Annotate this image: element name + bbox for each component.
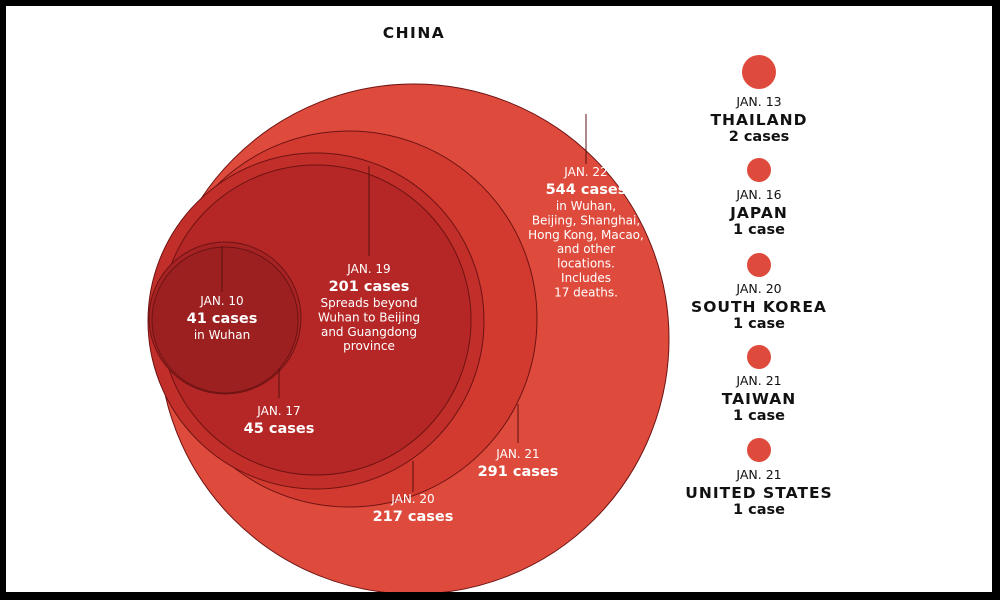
label-217-cases: JAN. 20 217 cases xyxy=(373,492,454,525)
country-name: JAPAN xyxy=(729,204,788,222)
country-date: JAN. 21 xyxy=(735,373,781,388)
country-count: 2 cases xyxy=(729,129,790,145)
country-name: THAILAND xyxy=(710,111,807,129)
chart-frame: JAN. 22 544 cases in Wuhan, Beijing, Shangh… xyxy=(6,6,992,592)
bubble-41-cases xyxy=(151,246,299,394)
label-note: 17 deaths. xyxy=(554,285,618,299)
chart-title: CHINA xyxy=(383,24,446,42)
label-note: in Wuhan, xyxy=(556,199,616,213)
country-count: 1 case xyxy=(733,316,785,332)
label-note: locations. xyxy=(557,257,615,271)
label-291-cases: JAN. 21 291 cases xyxy=(478,447,559,480)
label-45-cases: JAN. 17 45 cases xyxy=(244,404,315,437)
leader-lines xyxy=(221,114,587,492)
country-name: TAIWAN xyxy=(722,390,797,408)
label-date: JAN. 20 xyxy=(390,492,434,506)
label-count: 201 cases xyxy=(329,279,410,295)
label-note: Wuhan to Beijing xyxy=(318,310,420,324)
label-note: province xyxy=(343,339,395,353)
china-bubbles xyxy=(147,83,670,592)
country-bubble xyxy=(747,345,771,369)
country-bubble xyxy=(742,55,776,89)
label-note: Hong Kong, Macao, xyxy=(528,228,644,242)
country-date: JAN. 13 xyxy=(735,94,781,109)
country-bubble xyxy=(747,253,771,277)
label-date: JAN. 21 xyxy=(495,447,539,461)
country-date: JAN. 21 xyxy=(735,467,781,482)
country-count: 1 case xyxy=(733,502,785,518)
label-count: 217 cases xyxy=(373,509,454,525)
label-count: 544 cases xyxy=(546,182,627,198)
country-bubble xyxy=(747,158,771,182)
country-bubble xyxy=(747,438,771,462)
label-note: and Guangdong xyxy=(321,325,417,339)
label-count: 41 cases xyxy=(187,311,258,327)
label-count: 291 cases xyxy=(478,464,559,480)
label-count: 45 cases xyxy=(244,421,315,437)
label-note: and other xyxy=(557,242,615,256)
country-date: JAN. 20 xyxy=(735,281,781,296)
label-date: JAN. 10 xyxy=(199,294,243,308)
label-note: in Wuhan xyxy=(194,328,250,342)
label-date: JAN. 22 xyxy=(563,165,607,179)
label-note: Beijing, Shanghai, xyxy=(532,213,640,227)
label-date: JAN. 19 xyxy=(346,262,390,276)
country-count: 1 case xyxy=(733,222,785,238)
country-name: UNITED STATES xyxy=(685,484,832,502)
country-name: SOUTH KOREA xyxy=(691,298,827,316)
label-note: Spreads beyond xyxy=(321,296,418,310)
label-note: Includes xyxy=(561,271,611,285)
label-date: JAN. 17 xyxy=(256,404,300,418)
country-date: JAN. 16 xyxy=(735,187,781,202)
country-count: 1 case xyxy=(733,408,785,424)
